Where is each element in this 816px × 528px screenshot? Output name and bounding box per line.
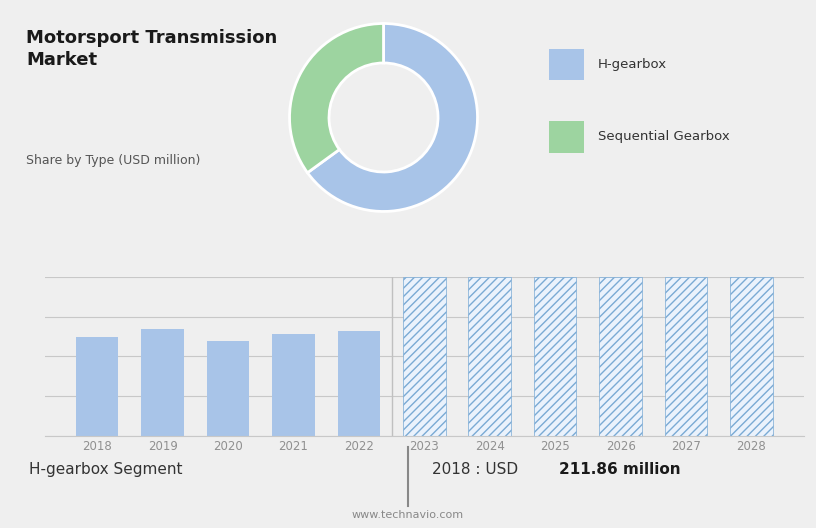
Bar [468, 277, 511, 436]
Bar [141, 329, 184, 436]
Text: Motorsport Transmission
Market: Motorsport Transmission Market [26, 29, 277, 69]
Text: Share by Type (USD million): Share by Type (USD million) [26, 154, 201, 167]
Bar [599, 277, 642, 436]
Wedge shape [308, 23, 477, 211]
Bar [338, 331, 380, 436]
Text: H-gearbox Segment: H-gearbox Segment [29, 462, 182, 477]
Bar [206, 341, 250, 436]
Text: www.technavio.com: www.technavio.com [352, 510, 464, 520]
Bar [76, 337, 118, 436]
Text: 2018 : USD: 2018 : USD [432, 462, 524, 477]
Bar [534, 277, 576, 436]
Text: Sequential Gearbox: Sequential Gearbox [598, 130, 730, 144]
Text: H-gearbox: H-gearbox [598, 59, 667, 71]
Bar [273, 334, 315, 436]
Bar [730, 277, 773, 436]
Wedge shape [290, 23, 384, 173]
FancyBboxPatch shape [549, 49, 584, 80]
Bar [403, 277, 446, 436]
Text: 211.86 million: 211.86 million [559, 462, 681, 477]
FancyBboxPatch shape [549, 121, 584, 153]
Bar [665, 277, 707, 436]
